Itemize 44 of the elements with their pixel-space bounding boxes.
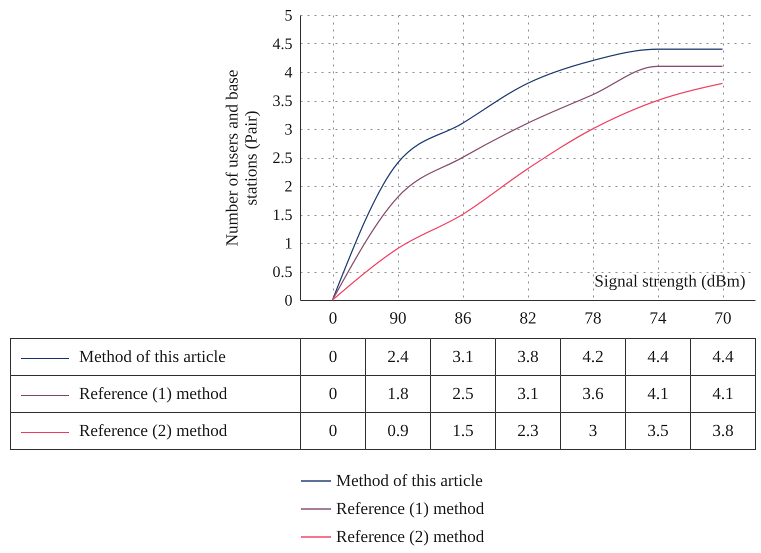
data-label: 4.2	[560, 338, 626, 376]
y-tick-label: 3	[284, 122, 292, 138]
data-label: 3.1	[496, 376, 560, 412]
legend-label: Reference (2) method	[10, 412, 300, 450]
y-tick-label: 4	[284, 64, 292, 82]
data-label: 2.4	[366, 338, 430, 376]
legend-label: Reference (1) method	[10, 376, 300, 412]
y-tick-label: 0	[284, 292, 292, 310]
text: Reference (1) method	[336, 499, 484, 518]
data-label: 1.5	[430, 412, 496, 450]
y-tick-label: 3.5	[272, 93, 292, 110]
data-label: 2.3	[496, 412, 560, 450]
data-label: 3.5	[626, 412, 690, 450]
data-label: 3.8	[496, 338, 560, 376]
y-tick-label: 5	[284, 8, 292, 24]
y-axis-title: Number of users and base stations (Pair)	[222, 70, 260, 246]
x-axis-title: Signal strength (dBm)	[594, 272, 746, 290]
data-label: 1.8	[366, 376, 430, 412]
y-tick-label: 1	[284, 236, 292, 252]
data-label: 3	[560, 412, 626, 450]
data-label: 4.4	[690, 338, 756, 376]
data-label: 3.8	[690, 412, 756, 450]
text: Method of this article	[336, 471, 483, 490]
data-label: 3.1	[430, 338, 496, 376]
data-label: 0.9	[366, 412, 430, 450]
x-tick-label: 86	[454, 308, 472, 328]
y-tick-label: 2	[284, 178, 292, 196]
data-label: 4.1	[626, 376, 690, 412]
data-label: 4.1	[690, 376, 756, 412]
x-tick-label: 74	[650, 308, 667, 328]
y-tick-label: 0.5	[272, 264, 292, 281]
data-label: 2.5	[430, 376, 496, 412]
y-tick-label: 4.5	[272, 36, 292, 53]
data-label: 4.4	[626, 338, 690, 376]
x-tick-label: 90	[390, 308, 406, 328]
text: Reference (2) method	[336, 527, 484, 546]
x-tick-label: 82	[520, 308, 536, 328]
x-tick-label: 70	[714, 308, 732, 328]
y-tick-label: 1.5	[272, 207, 292, 224]
legend-label: Method of this article	[10, 338, 300, 376]
x-tick-label: 0	[328, 308, 338, 328]
y-tick-label: 2.5	[272, 150, 292, 167]
data-label: 3.6	[560, 376, 626, 412]
x-tick-label: 78	[584, 308, 602, 328]
